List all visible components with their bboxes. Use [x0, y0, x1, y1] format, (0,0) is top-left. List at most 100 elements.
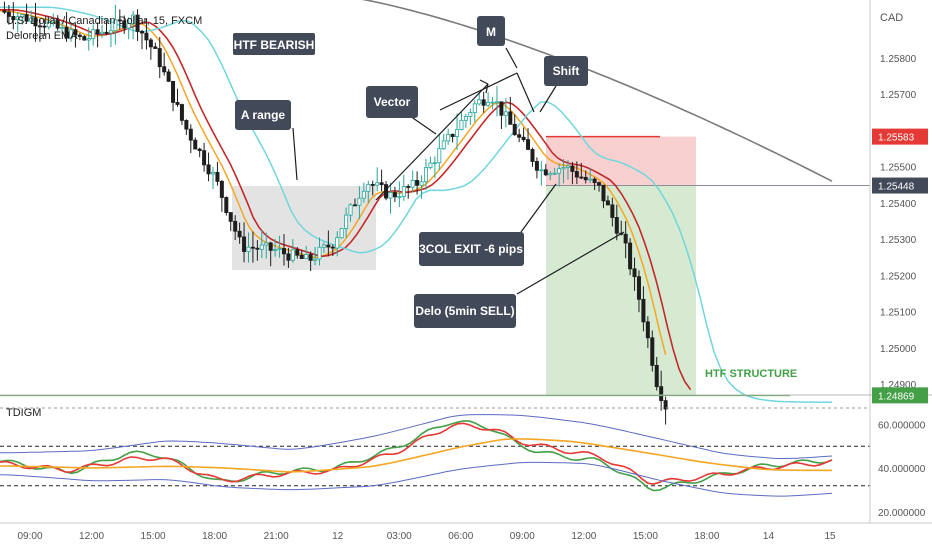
candle[interactable]: [326, 230, 331, 257]
candle[interactable]: [450, 133, 455, 143]
candle[interactable]: [82, 35, 87, 41]
candle[interactable]: [108, 18, 113, 48]
candle[interactable]: [463, 113, 468, 129]
annotation-vector[interactable]: Vector: [366, 86, 418, 118]
candle[interactable]: [645, 316, 650, 349]
candle[interactable]: [654, 356, 659, 391]
candle[interactable]: [437, 133, 442, 171]
candle[interactable]: [171, 80, 176, 112]
candle[interactable]: [51, 13, 56, 27]
candle[interactable]: [55, 15, 60, 31]
candle[interactable]: [352, 198, 357, 207]
candle[interactable]: [215, 161, 220, 186]
candle[interactable]: [188, 124, 193, 154]
candle[interactable]: [650, 330, 655, 372]
candle[interactable]: [131, 10, 136, 40]
shift-callout[interactable]: [539, 85, 557, 113]
candle[interactable]: [2, 1, 7, 15]
vector-callout[interactable]: [409, 115, 437, 135]
candle[interactable]: [15, 12, 20, 33]
candle[interactable]: [64, 12, 69, 42]
annotation-htf-bearish[interactable]: HTF BEARISH: [233, 33, 315, 55]
candle[interactable]: [477, 91, 482, 106]
candle[interactable]: [614, 204, 619, 241]
stop-loss-zone[interactable]: [546, 136, 696, 186]
candle[interactable]: [494, 86, 499, 117]
candle[interactable]: [193, 137, 198, 150]
candle[interactable]: [601, 184, 606, 209]
candle[interactable]: [313, 247, 318, 266]
candle[interactable]: [526, 128, 531, 150]
candle[interactable]: [588, 167, 593, 184]
candle[interactable]: [663, 396, 668, 425]
candle[interactable]: [86, 27, 91, 51]
candle[interactable]: [641, 286, 646, 332]
candle[interactable]: [166, 69, 171, 82]
candle[interactable]: [33, 2, 38, 42]
candle[interactable]: [162, 52, 167, 76]
candle[interactable]: [206, 152, 211, 182]
candle[interactable]: [446, 128, 451, 145]
candle[interactable]: [255, 240, 260, 261]
annotation-a-range[interactable]: A range: [235, 100, 291, 130]
candle[interactable]: [42, 19, 47, 36]
price-tag[interactable]: 1.25583: [872, 128, 928, 145]
candle[interactable]: [179, 103, 184, 125]
candle[interactable]: [592, 177, 597, 191]
candle[interactable]: [401, 174, 406, 201]
candle[interactable]: [273, 238, 278, 257]
candle[interactable]: [330, 244, 335, 256]
candle[interactable]: [286, 247, 291, 268]
candle[interactable]: [24, 3, 29, 24]
delo-callout[interactable]: [516, 231, 625, 295]
candle[interactable]: [281, 234, 286, 266]
price-tag[interactable]: 1.24869: [872, 387, 928, 404]
candle[interactable]: [73, 23, 78, 48]
candle[interactable]: [126, 17, 131, 40]
candle[interactable]: [157, 36, 162, 79]
candle[interactable]: [202, 142, 207, 172]
candle[interactable]: [423, 159, 428, 191]
candle[interactable]: [534, 157, 539, 179]
candle[interactable]: [503, 98, 508, 128]
candle[interactable]: [290, 239, 295, 263]
candle[interactable]: [259, 230, 264, 259]
candle[interactable]: [317, 237, 322, 266]
candle[interactable]: [517, 128, 522, 143]
candle[interactable]: [148, 37, 153, 60]
candle[interactable]: [543, 164, 548, 177]
candle[interactable]: [557, 163, 562, 187]
candle[interactable]: [77, 32, 82, 41]
candle[interactable]: [184, 119, 189, 135]
candle[interactable]: [406, 184, 411, 199]
candle[interactable]: [428, 156, 433, 170]
candle[interactable]: [11, 2, 16, 30]
vector-arrowhead[interactable]: [479, 79, 489, 85]
candle[interactable]: [299, 250, 304, 259]
candle[interactable]: [104, 20, 109, 36]
candle[interactable]: [530, 147, 535, 167]
candle[interactable]: [659, 370, 664, 411]
candle[interactable]: [233, 215, 238, 241]
candle[interactable]: [636, 270, 641, 313]
candle[interactable]: [605, 195, 610, 206]
annotation-htf-structure[interactable]: HTF STRUCTURE: [705, 368, 797, 380]
candle-layer[interactable]: [2, 1, 668, 425]
candle[interactable]: [459, 111, 464, 131]
candle[interactable]: [122, 15, 127, 34]
candle[interactable]: [583, 170, 588, 184]
m-line-down[interactable]: [516, 72, 535, 113]
candle[interactable]: [392, 186, 397, 203]
candle[interactable]: [339, 228, 344, 239]
candle[interactable]: [561, 159, 566, 184]
m-callout[interactable]: [505, 47, 518, 69]
candle[interactable]: [219, 180, 224, 212]
annotation-exit[interactable]: 3COL EXIT -6 pips: [419, 232, 524, 266]
candle[interactable]: [37, 18, 42, 42]
candle[interactable]: [242, 222, 247, 263]
candle[interactable]: [20, 13, 25, 25]
candle[interactable]: [597, 181, 602, 192]
candle[interactable]: [610, 197, 615, 227]
candle[interactable]: [264, 232, 269, 259]
